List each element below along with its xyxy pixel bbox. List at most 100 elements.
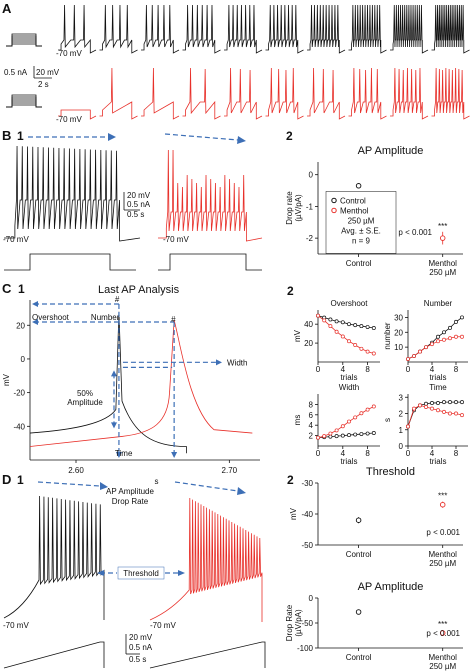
panel-b1-vrest-right: -70 mV [163, 235, 189, 244]
data-point [334, 319, 339, 324]
width-label: Width [227, 358, 247, 367]
data-point [322, 434, 327, 439]
chart-title: AP Amplitude [358, 581, 424, 593]
chart-title: Time [429, 383, 447, 392]
current-step-icon [6, 35, 42, 47]
current-step-icon [6, 39, 42, 47]
arrowhead-icon [32, 301, 38, 307]
chart-title: Overshoot [331, 299, 369, 308]
data-point [328, 317, 333, 322]
data-point [430, 342, 434, 347]
x-tick-label: 4 [341, 449, 346, 458]
scale-current-label: 0.5 nA [4, 68, 28, 77]
y-tick-label: 20 [304, 339, 313, 348]
x-tick-label: 8 [454, 365, 459, 374]
x-tick-label: 8 [365, 365, 370, 374]
data-point [359, 411, 364, 416]
data-point-menthol [439, 630, 446, 636]
panel-label-c1: 1 [18, 282, 25, 296]
panel-a-menthol-traces [58, 67, 470, 120]
arrowhead-icon [32, 319, 38, 325]
x-tick-label-line2: 250 µM [429, 559, 456, 568]
x-tick-label: Menthol [428, 653, 457, 662]
amplitude-label-1: 50% [77, 389, 93, 398]
overshoot-label: Overshoot [32, 313, 70, 322]
data-point-control [355, 517, 362, 523]
d1-scale-i: 0.5 nA [129, 643, 153, 652]
d1-ramp-right-end [262, 641, 266, 668]
d1-label-top-2: Drop Rate [112, 497, 149, 506]
panel-b1-control-trace [4, 145, 141, 242]
data-point [448, 336, 452, 341]
x-tick-label: 2.70 [222, 466, 238, 475]
panel-label-b1: 1 [17, 129, 24, 143]
data-point [353, 343, 358, 347]
y-axis-label: mV [289, 507, 298, 520]
panel-label-c: C [2, 281, 12, 296]
d1-vrest-left: -70 mV [3, 621, 29, 630]
control-voltage-trace [307, 4, 346, 54]
legend-marker-control [331, 197, 337, 204]
data-point [460, 413, 464, 418]
data-point [454, 319, 458, 324]
data-point [365, 431, 370, 436]
d1-ramp-left-end [100, 641, 105, 668]
panel-a-vrest-bottom: -70 mV [56, 115, 82, 124]
data-point [424, 401, 428, 406]
menthol-voltage-trace [99, 67, 138, 120]
b1-current-step-right [158, 253, 262, 271]
d1-scale-t: 0.5 s [129, 655, 146, 664]
y-tick-label: 0 [399, 442, 404, 451]
data-point-menthol [439, 235, 446, 241]
control-voltage-trace [265, 4, 304, 54]
y-tick-label: -1 [306, 202, 314, 211]
d1-label-top-1: AP Amplitude [106, 487, 154, 496]
control-voltage-trace [141, 4, 180, 54]
data-point [454, 334, 458, 339]
data-point [316, 313, 320, 318]
menthol-voltage-trace [182, 67, 221, 120]
data-point [365, 349, 370, 354]
x-axis-label: trials [341, 457, 358, 466]
x-tick-label: Menthol [428, 550, 457, 559]
arrowhead-icon [216, 359, 222, 366]
x-axis-label: trials [341, 373, 358, 382]
x-tick-label: 8 [365, 449, 370, 458]
current-step-icon [6, 100, 42, 108]
data-point [436, 408, 440, 413]
significance-stars: *** [438, 492, 447, 501]
menthol-voltage-trace [348, 67, 387, 120]
data-point [412, 406, 416, 411]
data-point [448, 325, 452, 330]
menthol-voltage-trace [307, 67, 346, 120]
data-point [436, 334, 440, 339]
data-point [406, 357, 410, 361]
data-point [442, 409, 446, 414]
x-tick-label: 0 [406, 365, 411, 374]
d1-vrest-right: -70 mV [150, 621, 176, 630]
panel-label-c2: 2 [287, 284, 294, 298]
panel-label-d2: 2 [287, 473, 294, 487]
y-tick-label: -2 [306, 234, 314, 243]
arrowhead-icon [171, 452, 178, 458]
data-point [340, 334, 345, 339]
panel-d1-control-trace [3, 495, 105, 620]
series-line-menthol [317, 315, 374, 354]
data-point [353, 415, 358, 420]
y-axis-label-units: (µV/pA) [294, 609, 303, 637]
scale-t-label: 0.5 s [127, 210, 144, 219]
x-axis-label: trials [430, 457, 447, 466]
x-tick-label: 0 [406, 449, 411, 458]
menthol-voltage-trace [265, 67, 304, 120]
data-point [371, 404, 376, 409]
data-point [442, 400, 446, 405]
series-line-menthol [407, 336, 462, 360]
panel-label-d: D [2, 472, 11, 487]
y-tick-label: 8 [309, 400, 314, 409]
d1-threshold-label: Threshold [123, 569, 159, 578]
data-point [359, 324, 364, 329]
amplitude-label-2: Amplitude [67, 398, 103, 407]
